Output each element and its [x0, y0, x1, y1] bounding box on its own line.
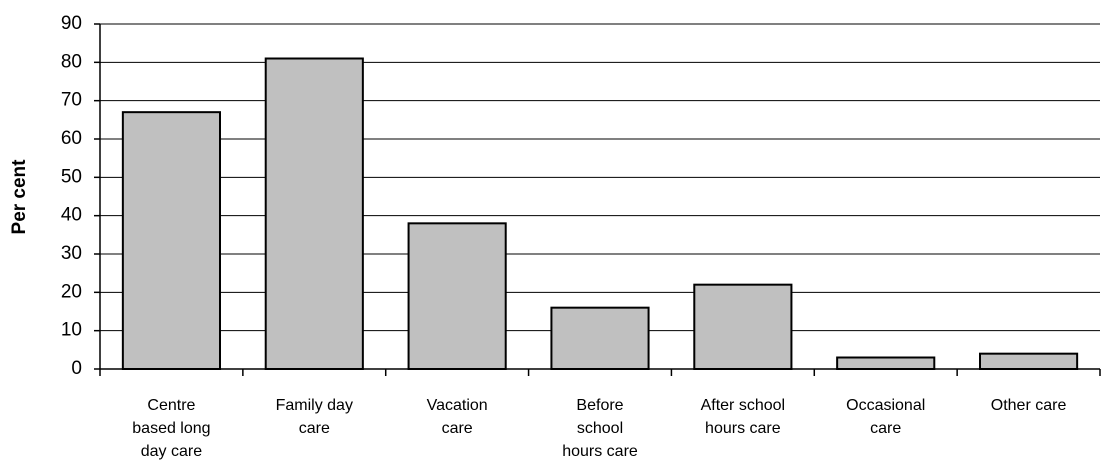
- x-tick-label: Family day care: [275, 397, 353, 437]
- bar: [121, 111, 221, 371]
- bar: [979, 352, 1079, 370]
- bar: [836, 356, 936, 370]
- y-tick-label: 80: [61, 51, 82, 72]
- x-tick-label: After school hours care: [700, 397, 786, 437]
- y-tick-label: 90: [61, 13, 82, 34]
- bar: [693, 283, 793, 370]
- x-tick-label: Centre based long day care: [132, 397, 211, 460]
- x-tick-label: Occasional care: [846, 397, 926, 437]
- x-tick-label: Before school hours care: [562, 397, 638, 460]
- x-tick-label: Vacation care: [426, 397, 488, 437]
- y-tick-label: 30: [61, 243, 82, 264]
- x-tick-label: Other care: [990, 397, 1067, 414]
- y-tick-label: 10: [61, 320, 82, 341]
- y-tick-label: 0: [71, 358, 82, 379]
- y-tick-label: 50: [61, 166, 82, 187]
- bar: [264, 57, 364, 370]
- y-tick-label: 20: [61, 281, 82, 302]
- y-tick-label: 40: [61, 205, 82, 226]
- y-tick-label: 70: [61, 90, 82, 111]
- bar: [550, 306, 650, 370]
- bar: [407, 222, 507, 370]
- y-tick-label: 60: [61, 128, 82, 149]
- y-axis-label: Per cent: [9, 159, 30, 235]
